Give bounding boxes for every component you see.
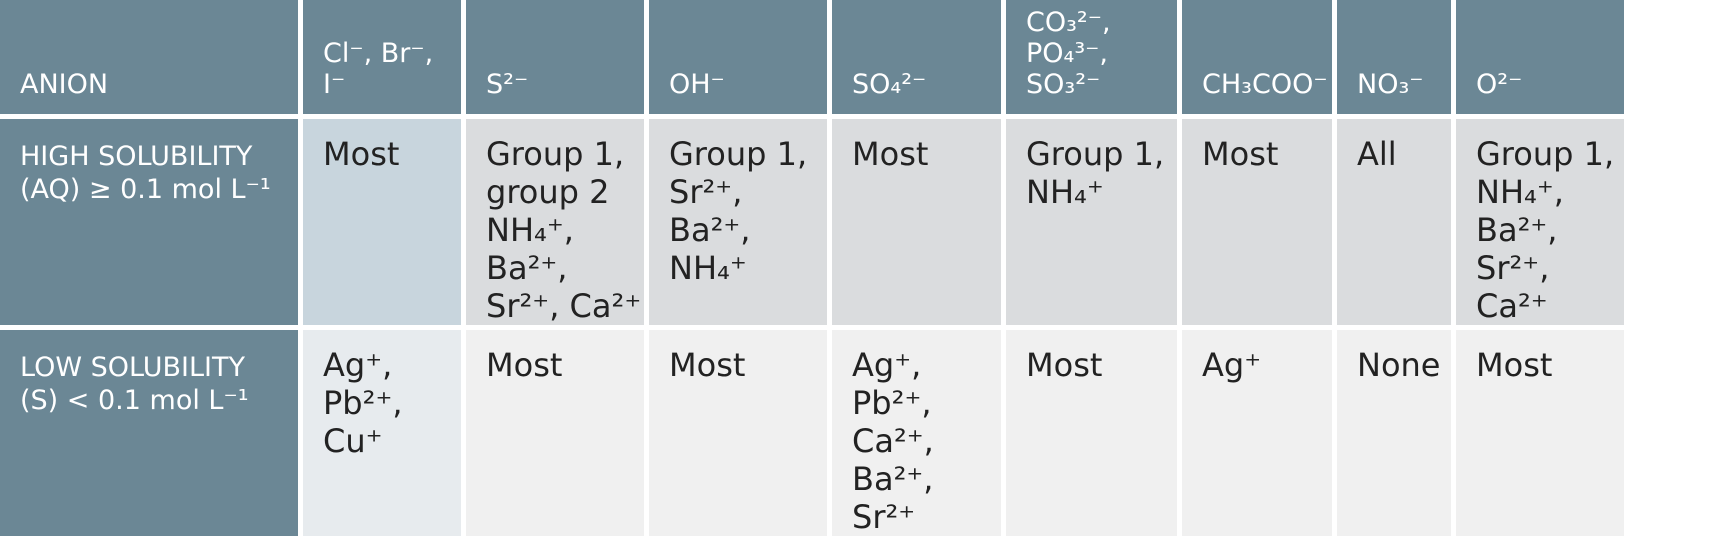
table-cell: Most xyxy=(466,330,644,536)
header-halides: Cl⁻, Br⁻, I⁻ xyxy=(303,0,461,114)
header-row: ANION Cl⁻, Br⁻, I⁻ S²⁻ OH⁻ SO₄²⁻ CO₃²⁻, … xyxy=(0,0,1624,114)
table-cell: Group 1, Sr²⁺, Ba²⁺, NH₄⁺ xyxy=(649,119,827,325)
solubility-table: ANION Cl⁻, Br⁻, I⁻ S²⁻ OH⁻ SO₄²⁻ CO₃²⁻, … xyxy=(0,0,1624,536)
row-label-high-solubility: HIGH SOLUBILITY (AQ) ≥ 0.1 mol L⁻¹ xyxy=(0,119,298,325)
header-sulfate: SO₄²⁻ xyxy=(832,0,1001,114)
table-cell: Most xyxy=(649,330,827,536)
header-carbonate-phosphate-sulfite: CO₃²⁻, PO₄³⁻, SO₃²⁻ xyxy=(1006,0,1177,114)
table-cell: Most xyxy=(1182,119,1332,325)
table-cell: Group 1, NH₄⁺ xyxy=(1006,119,1177,325)
header-sulfide: S²⁻ xyxy=(466,0,644,114)
table-cell: Most xyxy=(1006,330,1177,536)
header-acetate: CH₃COO⁻ xyxy=(1182,0,1332,114)
low-solubility-row: LOW SOLUBILITY (S) < 0.1 mol L⁻¹ Ag⁺, Pb²… xyxy=(0,330,1624,536)
table-cell: Most xyxy=(832,119,1001,325)
row-label-low-solubility: LOW SOLUBILITY (S) < 0.1 mol L⁻¹ xyxy=(0,330,298,536)
high-solubility-row: HIGH SOLUBILITY (AQ) ≥ 0.1 mol L⁻¹ Most G… xyxy=(0,119,1624,325)
table-cell: Group 1, NH₄⁺, Ba²⁺, Sr²⁺, Ca²⁺ xyxy=(1456,119,1624,325)
table-cell: Most xyxy=(303,119,461,325)
table-cell: Ag⁺, Pb²⁺, Cu⁺ xyxy=(303,330,461,536)
header-hydroxide: OH⁻ xyxy=(649,0,827,114)
table-cell: Ag⁺, Pb²⁺, Ca²⁺, Ba²⁺, Sr²⁺ xyxy=(832,330,1001,536)
header-anion: ANION xyxy=(0,0,298,114)
table-cell: Ag⁺ xyxy=(1182,330,1332,536)
table-cell: None xyxy=(1337,330,1451,536)
header-nitrate: NO₃⁻ xyxy=(1337,0,1451,114)
header-oxide: O²⁻ xyxy=(1456,0,1624,114)
table-cell: Most xyxy=(1456,330,1624,536)
table-cell: Group 1, group 2 NH₄⁺, Ba²⁺, Sr²⁺, Ca²⁺ xyxy=(466,119,644,325)
table-cell: All xyxy=(1337,119,1451,325)
